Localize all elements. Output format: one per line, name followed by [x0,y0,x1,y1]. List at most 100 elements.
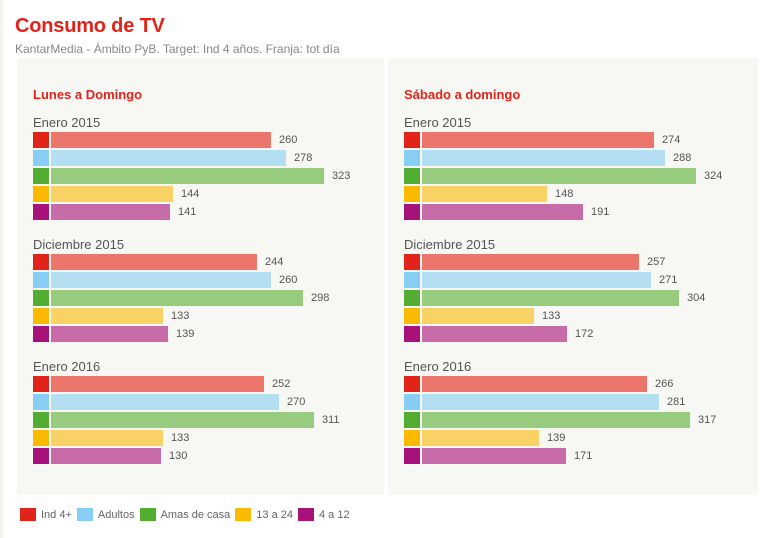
series-swatch-13-a-24 [404,308,420,324]
panel-title: Sábado a domingo [404,87,521,102]
series-swatch-13-a-24 [404,430,420,446]
legend-swatch [235,508,252,521]
bar-amas-de-casa-enero-2015 [422,168,696,184]
legend-swatch [139,508,156,521]
bar-ind-4-enero-2016 [51,376,264,392]
bar-4-a-12-enero-2015 [51,204,170,220]
legend: Ind 4+ Adultos Amas de casa 13 a 24 4 a … [20,508,355,521]
series-swatch-amas-de-casa [404,168,420,184]
group-label-enero-2015: Enero 2015 [33,115,101,130]
bar-ind-4-diciembre-2015 [51,254,257,270]
page-title: Consumo de TV [15,15,165,37]
legend-item-ind4: Ind 4+ [20,508,72,521]
series-swatch-4-a-12 [404,204,420,220]
data-label: 271 [659,274,678,286]
data-label: 144 [181,188,200,200]
bar-adultos-enero-2015 [422,150,665,166]
legend-label: 4 a 12 [319,508,350,521]
bar-4-a-12-enero-2015 [422,204,583,220]
series-swatch-amas-de-casa [404,290,420,306]
bar-13-a-24-diciembre-2015 [51,308,163,324]
panel-sabado-a-domingo: Sábado a domingo Enero 2015 274 288 324 148 19… [388,58,758,495]
legend-label: 13 a 24 [256,508,293,521]
data-label: 133 [542,310,561,322]
group-label-enero-2015: Enero 2015 [404,115,472,130]
series-swatch-ind-4 [33,254,49,270]
bar-amas-de-casa-enero-2016 [422,412,690,428]
bar-adultos-diciembre-2015 [51,272,271,288]
series-swatch-13-a-24 [33,430,49,446]
series-swatch-13-a-24 [404,186,420,202]
data-label: 317 [698,414,717,426]
series-swatch-amas-de-casa [33,412,49,428]
series-swatch-adultos [33,150,49,166]
bar-adultos-enero-2016 [51,394,279,410]
bar-adultos-diciembre-2015 [422,272,651,288]
data-label: 260 [279,134,298,146]
bar-13-a-24-enero-2016 [51,430,163,446]
data-label: 130 [169,450,188,462]
series-swatch-4-a-12 [33,448,49,464]
series-swatch-adultos [404,394,420,410]
data-label: 298 [311,292,330,304]
data-label: 323 [332,170,351,182]
data-label: 141 [178,206,197,218]
series-swatch-amas-de-casa [404,412,420,428]
series-swatch-4-a-12 [404,326,420,342]
panel-lunes-a-domingo: Lunes a Domingo Enero 2015 260 278 323 144 141… [17,58,384,495]
bar-ind-4-enero-2016 [422,376,647,392]
data-label: 133 [171,432,190,444]
data-label: 288 [673,152,692,164]
series-swatch-13-a-24 [33,186,49,202]
bar-ind-4-enero-2015 [51,132,271,148]
data-label: 304 [687,292,706,304]
data-label: 148 [555,188,574,200]
bar-4-a-12-diciembre-2015 [51,326,168,342]
bar-13-a-24-diciembre-2015 [422,308,534,324]
data-label: 266 [655,378,674,390]
page-edge [0,0,3,538]
series-swatch-4-a-12 [33,326,49,342]
bar-13-a-24-enero-2015 [422,186,547,202]
legend-swatch [20,508,36,521]
series-swatch-adultos [33,272,49,288]
series-swatch-ind-4 [404,376,420,392]
data-label: 281 [667,396,686,408]
bar-ind-4-diciembre-2015 [422,254,639,270]
series-swatch-amas-de-casa [33,168,49,184]
legend-item-13-a-24: 13 a 24 [235,508,293,521]
bar-4-a-12-diciembre-2015 [422,326,567,342]
bar-amas-de-casa-diciembre-2015 [51,290,303,306]
data-label: 270 [287,396,306,408]
bar-amas-de-casa-enero-2015 [51,168,324,184]
group-label-diciembre-2015: Diciembre 2015 [33,237,125,252]
series-swatch-13-a-24 [33,308,49,324]
bar-amas-de-casa-diciembre-2015 [422,290,679,306]
bar-adultos-enero-2016 [422,394,659,410]
series-swatch-ind-4 [404,254,420,270]
series-swatch-4-a-12 [404,448,420,464]
data-label: 172 [575,328,594,340]
series-swatch-adultos [404,272,420,288]
bar-13-a-24-enero-2016 [422,430,539,446]
panel-title: Lunes a Domingo [33,87,143,102]
legend-item-4-a-12: 4 a 12 [298,508,350,521]
group-label-enero-2016: Enero 2016 [33,359,101,374]
group-label-diciembre-2015: Diciembre 2015 [404,237,496,252]
data-label: 324 [704,170,723,182]
data-label: 278 [294,152,313,164]
legend-label: Amas de casa [160,508,231,521]
data-label: 274 [662,134,681,146]
legend-label: Adultos [97,508,135,521]
page-subtitle: KantarMedia - Ámbito PyB. Target: Ind 4 … [15,42,340,56]
data-label: 311 [322,414,340,426]
data-label: 252 [272,378,291,390]
data-label: 139 [547,432,566,444]
series-swatch-amas-de-casa [33,290,49,306]
series-swatch-ind-4 [404,132,420,148]
legend-item-amas-de-casa: Amas de casa [139,508,231,521]
data-label: 257 [647,256,666,268]
bar-amas-de-casa-enero-2016 [51,412,314,428]
legend-item-adultos: Adultos [76,508,135,521]
data-label: 139 [176,328,195,340]
